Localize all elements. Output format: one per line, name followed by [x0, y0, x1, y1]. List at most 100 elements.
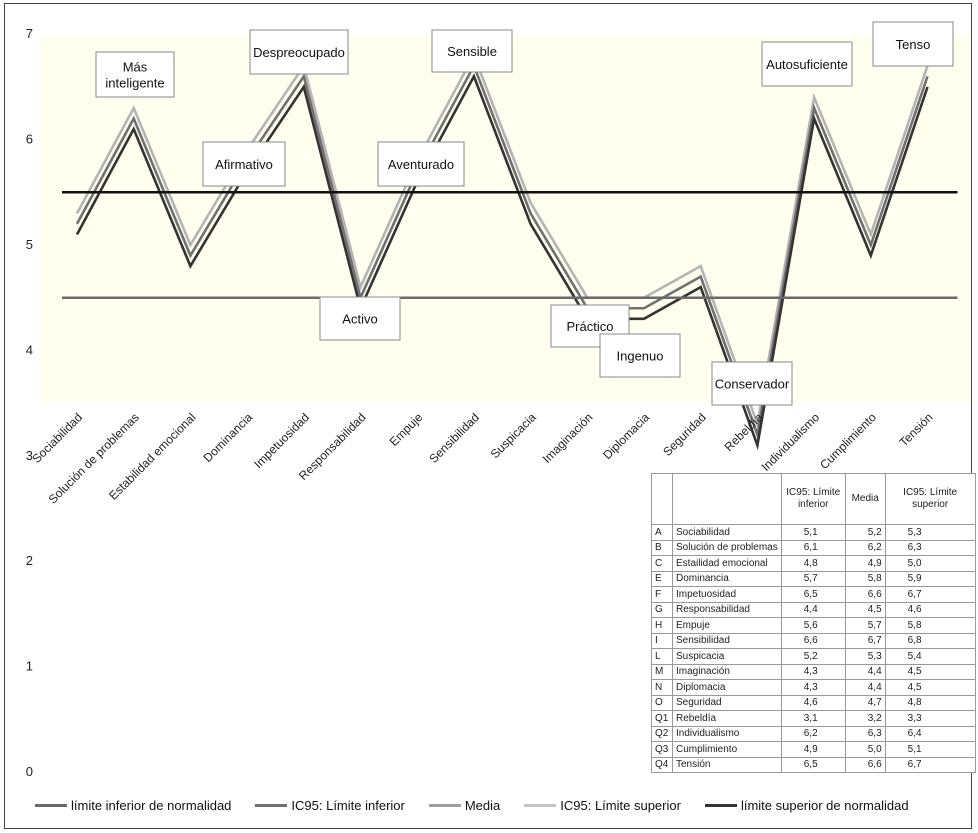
legend-swatch	[524, 804, 557, 807]
callout-box	[599, 333, 681, 378]
y-tick-label: 5	[26, 237, 33, 252]
table-header-media: Media	[844, 473, 886, 525]
y-tick-label: 7	[26, 26, 33, 41]
legend: límite inferior de normalidad IC95: Límit…	[35, 798, 933, 813]
callout-text: Ingenuo	[617, 349, 664, 364]
callout-box	[872, 21, 954, 67]
callout-ingenuo: Ingenuo	[599, 333, 681, 378]
table-cell-lower: 5,1	[780, 524, 846, 541]
callout-text: Activo	[342, 312, 377, 327]
table-row: O Seguridad 4,6 4,7 4,8	[651, 694, 976, 711]
category-label-sociabilidad: Sociabilidad	[29, 410, 85, 466]
table-cell-factor: Tensión	[672, 756, 782, 773]
series-layer	[62, 52, 958, 451]
category-label-suspicacia: Suspicacia	[488, 410, 539, 461]
table-row: Q3 Cumplimiento 4,9 5,0 5,1	[651, 741, 976, 758]
table-cell-media: 5,8	[844, 570, 886, 587]
table-cell-code: B	[651, 539, 673, 556]
table-cell-code: Q3	[651, 741, 673, 758]
category-label-dominancia: Dominancia	[201, 410, 256, 465]
table-cell-factor: Seguridad	[672, 694, 782, 711]
table-cell-lower: 3,1	[780, 710, 846, 727]
table-cell-upper: 3,3	[884, 710, 976, 727]
table-cell-upper: 5,4	[884, 648, 976, 665]
table-cell-upper: 6,3	[884, 539, 976, 556]
table-cell-media: 6,6	[844, 586, 886, 603]
table-cell-media: 3,2	[844, 710, 886, 727]
legend-item-limite-superior-de-normalidad: límite superior de normalidad	[704, 798, 909, 813]
category-label-empuje: Empuje	[387, 410, 426, 449]
table-cell-code: L	[651, 648, 673, 665]
callout-conservador: Conservador	[711, 361, 793, 406]
table-row: A Sociabilidad 5,1 5,2 5,3	[651, 524, 976, 541]
table-cell-upper: 4,8	[884, 694, 976, 711]
legend-swatch	[35, 804, 67, 807]
table-row: L Suspicacia 5,2 5,3 5,4	[651, 648, 976, 665]
table-cell-lower: 6,2	[780, 725, 846, 742]
legend-label: IC95: Límite superior	[560, 798, 681, 813]
table-header-upper: IC95: Límite superior	[884, 473, 976, 525]
table-row: B Solución de problemas 6,1 6,2 6,3	[651, 539, 976, 556]
table-cell-media: 4,4	[844, 663, 886, 680]
table-cell-media: 5,7	[844, 617, 886, 634]
category-label-imaginacion: Imaginación	[540, 410, 596, 466]
callout-text: Aventurado	[388, 157, 454, 172]
y-axis-ticks: 0 1 2 3 4 5 6 7	[26, 26, 33, 779]
series-line-ic95-limite-superior	[75, 52, 929, 430]
y-tick-label: 3	[26, 448, 33, 463]
callout-box	[761, 41, 853, 87]
table-cell-media: 6,6	[844, 756, 886, 773]
table-cell-factor: Impetuosidad	[672, 586, 782, 603]
callout-box	[202, 141, 286, 187]
table-cell-factor: Dominancia	[672, 570, 782, 587]
table-cell-lower: 4,4	[780, 601, 846, 618]
table-body: A Sociabilidad 5,1 5,2 5,3 B Solución de probl…	[651, 524, 976, 773]
legend-item-ic95-limite-superior: IC95: Límite superior	[524, 798, 681, 813]
table-row: C Estailidad emocional 4,8 4,9 5,0	[651, 555, 976, 572]
table-cell-lower: 4,6	[780, 694, 846, 711]
legend-swatch	[428, 804, 461, 807]
table-cell-upper: 6,7	[884, 586, 976, 603]
table-cell-code: G	[651, 601, 673, 618]
table-cell-code: C	[651, 555, 673, 572]
table-cell-code: O	[651, 694, 673, 711]
table-header-row: IC95: Límite inferior Media IC95: Límite…	[651, 473, 976, 525]
table-cell-lower: 6,5	[780, 756, 846, 773]
table-row: G Responsabilidad 4,4 4,5 4,6	[651, 601, 976, 618]
table-cell-upper: 5,1	[884, 741, 976, 758]
series-line-media	[75, 62, 929, 440]
table-cell-upper: 4,6	[884, 601, 976, 618]
table-cell-lower: 4,3	[780, 663, 846, 680]
table-cell-upper: 5,9	[884, 570, 976, 587]
legend-label: límite superior de normalidad	[740, 798, 909, 813]
table-cell-lower: 4,3	[780, 679, 846, 696]
table-cell-media: 6,3	[844, 725, 886, 742]
y-tick-label: 6	[26, 132, 33, 147]
table-cell-factor: Suspicacia	[672, 648, 782, 665]
table-cell-code: Q4	[651, 756, 673, 773]
table-cell-lower: 6,5	[780, 586, 846, 603]
table-row: H Empuje 5,6 5,7 5,8	[651, 617, 976, 634]
callout-text: Práctico	[567, 319, 614, 334]
table-cell-media: 4,4	[844, 679, 886, 696]
category-label-cumplimiento: Cumplimiento	[817, 410, 879, 472]
callout-box	[377, 141, 465, 187]
callout-text: Tenso	[896, 37, 931, 52]
y-tick-label: 4	[26, 342, 33, 357]
legend-swatch	[255, 804, 288, 807]
table-cell-factor: Diplomacia	[672, 679, 782, 696]
table-cell-media: 6,2	[844, 539, 886, 556]
callout-afirmativo: Afirmativo	[202, 141, 286, 187]
table-row: N Diplomacia 4,3 4,4 4,5	[651, 679, 976, 696]
table-cell-code: H	[651, 617, 673, 634]
table-cell-factor: Estailidad emocional	[672, 555, 782, 572]
table-cell-upper: 4,5	[884, 663, 976, 680]
callout-aventurado: Aventurado	[377, 141, 465, 187]
table-cell-code: N	[651, 679, 673, 696]
callout-box	[319, 296, 401, 341]
callout-despreocupado: Despreocupado	[249, 29, 349, 75]
callout-text: inteligente	[105, 76, 164, 91]
callout-box	[249, 29, 349, 75]
legend-item-limite-inferior-de-normalidad: límite inferior de normalidad	[35, 798, 231, 813]
table-cell-lower: 4,9	[780, 741, 846, 758]
